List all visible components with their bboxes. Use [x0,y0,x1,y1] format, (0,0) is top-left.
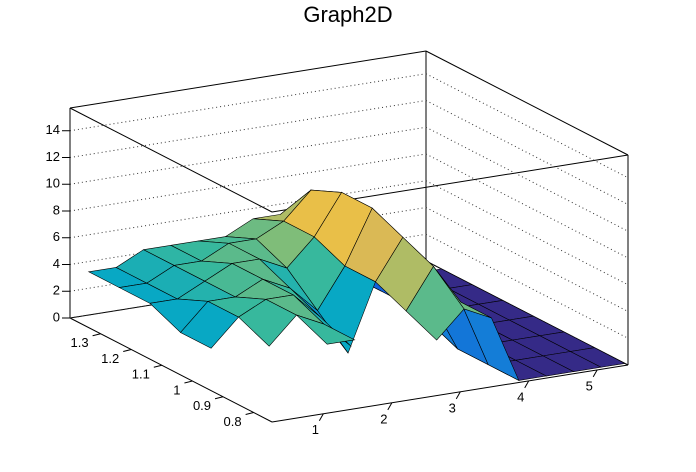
z-tick-label: 0 [53,309,60,324]
x-tick-label: 2 [380,411,387,426]
frame-edge [271,364,629,423]
frame-edge [69,50,427,109]
grid-line [69,99,427,158]
y-tick [153,364,162,368]
grid-line [69,126,427,185]
surface-cell [238,298,298,347]
x-tick-label: 4 [517,389,524,404]
x-tick [524,380,530,389]
y-tick-label: 1.1 [132,367,150,382]
y-tick-label: 1.3 [71,335,89,350]
y-tick-label: 0.9 [193,398,211,413]
grid-line [425,73,629,179]
z-tick-label: 6 [53,229,60,244]
y-tick-label: 0.8 [224,414,242,429]
z-tick-label: 10 [46,176,60,191]
z-tick-label: 12 [46,149,60,164]
grid-line [425,153,629,259]
y-tick [245,412,254,416]
x-tick [592,369,598,378]
grid-line [425,126,629,232]
grid-line [69,180,427,239]
y-tick [92,333,101,337]
x-tick-label: 1 [312,422,319,437]
frame-edge [69,107,273,213]
x-tick [387,402,393,411]
surface-cell [405,265,465,341]
grid-line [425,100,629,205]
chart-title: Graph2D [303,2,392,27]
x-tick [455,391,461,400]
y-tick [184,380,193,384]
grid-line [69,153,427,212]
surface-cell [296,314,356,345]
x-tick [318,413,324,422]
z-tick-label: 8 [53,202,60,217]
y-tick-label: 1.2 [101,351,119,366]
z-tick-label: 2 [53,283,60,298]
x-tick-label: 3 [449,400,456,415]
grid-line [69,73,427,132]
frame-edge [69,317,273,423]
z-tick-label: 14 [46,122,60,137]
frame-edge [425,50,629,156]
y-tick [214,396,224,400]
z-tick-label: 4 [53,256,60,271]
x-tick-label: 5 [586,378,593,393]
y-tick [123,349,132,353]
surface-cell [180,300,240,349]
y-tick-label: 1 [173,382,180,397]
grid-line [425,180,629,286]
